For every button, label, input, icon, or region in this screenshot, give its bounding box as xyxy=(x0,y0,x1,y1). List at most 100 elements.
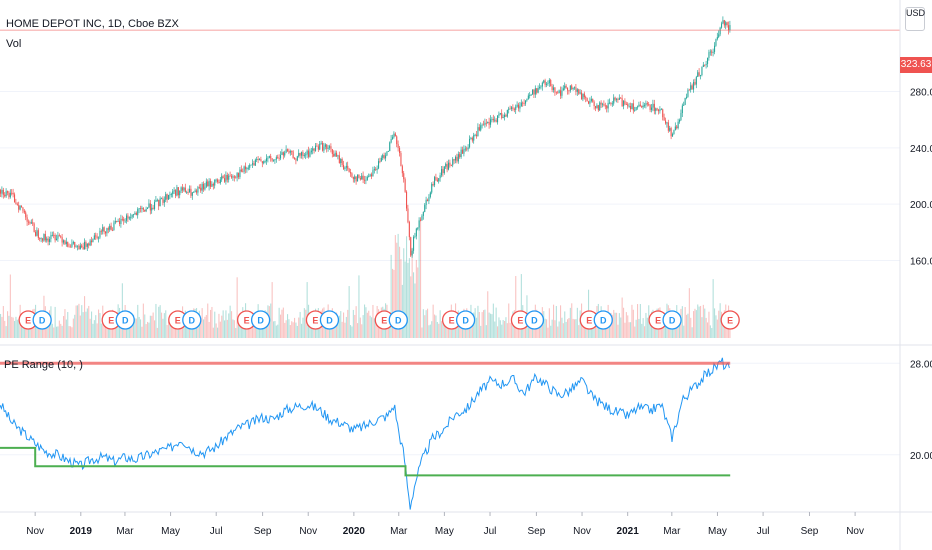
candle-body xyxy=(235,177,237,179)
candle-body xyxy=(35,232,37,236)
earnings-marker[interactable]: E xyxy=(374,310,394,330)
candle-body xyxy=(536,88,538,93)
candle-body xyxy=(225,174,227,182)
volume-bar xyxy=(228,313,230,338)
volume-bar xyxy=(515,276,517,338)
marker-label: E xyxy=(449,316,455,326)
candle-body xyxy=(695,76,697,85)
volume-bar xyxy=(344,322,346,338)
volume-bar xyxy=(68,326,70,338)
volume-bar xyxy=(697,304,699,338)
candle-body xyxy=(411,250,413,256)
volume-bar xyxy=(645,312,647,338)
volume-bar xyxy=(613,309,615,338)
candle-body xyxy=(201,183,203,191)
volume-bar xyxy=(11,316,13,338)
dividend-marker[interactable]: D xyxy=(182,310,202,330)
candle-body xyxy=(331,149,333,155)
volume-bar xyxy=(127,324,129,338)
candle-body xyxy=(568,90,570,92)
candle-body xyxy=(257,159,259,161)
volume-bar xyxy=(494,321,496,338)
candle-body xyxy=(669,128,671,131)
volume-bar xyxy=(252,325,254,338)
volume-bar xyxy=(219,321,221,338)
candle-body xyxy=(82,246,84,250)
volume-bar xyxy=(373,318,375,338)
volume-bar xyxy=(154,320,156,338)
candle-body xyxy=(156,199,158,201)
candle-body xyxy=(630,106,632,110)
volume-bar xyxy=(653,323,655,338)
candle-body xyxy=(67,241,69,247)
marker-circle xyxy=(182,310,202,330)
dividend-marker[interactable]: D xyxy=(115,310,135,330)
currency-badge[interactable]: USD xyxy=(905,7,925,31)
candle-body xyxy=(282,152,284,156)
volume-bar xyxy=(425,310,427,338)
candle-body xyxy=(588,101,590,104)
candle-body xyxy=(501,112,503,119)
candle-body xyxy=(36,230,38,236)
dividend-marker[interactable]: D xyxy=(388,310,408,330)
dividend-marker[interactable]: D xyxy=(32,310,52,330)
time-tick-label: Jul xyxy=(210,526,223,537)
candle-body xyxy=(218,181,220,184)
candle-body xyxy=(574,87,576,89)
pe-tick-label: 28.00 xyxy=(910,359,932,370)
volume-bar xyxy=(445,320,447,338)
candle-body xyxy=(415,228,417,237)
dividend-marker[interactable]: D xyxy=(662,310,682,330)
candle-body xyxy=(71,243,73,247)
candle-body xyxy=(141,207,143,209)
volume-bar xyxy=(582,318,584,338)
candle-body xyxy=(435,177,437,180)
volume-bar xyxy=(57,326,59,338)
candle-body xyxy=(121,218,123,220)
candle-body xyxy=(676,126,678,129)
candle-body xyxy=(68,246,70,248)
volume-bar xyxy=(203,319,205,338)
dividend-marker[interactable]: D xyxy=(593,310,613,330)
candle-body xyxy=(86,243,88,247)
volume-bar xyxy=(396,242,398,338)
volume-bar xyxy=(92,323,94,338)
volume-bar xyxy=(142,303,144,338)
marker-label: E xyxy=(381,316,387,326)
candle-body xyxy=(688,89,690,91)
volume-bar xyxy=(477,305,479,338)
volume-bar xyxy=(467,327,469,338)
marker-label: E xyxy=(312,316,318,326)
dividend-marker[interactable]: D xyxy=(524,310,545,330)
candle-body xyxy=(371,174,373,177)
volume-bar xyxy=(473,312,475,338)
candle-body xyxy=(491,118,493,120)
volume-bar xyxy=(235,327,237,338)
earnings-marker[interactable]: E xyxy=(720,310,740,330)
dividend-marker[interactable]: D xyxy=(455,310,476,330)
volume-bar xyxy=(623,307,625,338)
earnings-marker[interactable]: E xyxy=(648,310,668,330)
candle-body xyxy=(322,142,324,151)
candle-body xyxy=(548,80,550,84)
volume-bar xyxy=(722,325,724,338)
volume-bar xyxy=(698,306,700,338)
volume-bar xyxy=(343,312,345,338)
volume-bar xyxy=(319,323,321,338)
volume-bar xyxy=(481,312,483,338)
volume-bar xyxy=(225,310,227,338)
candle-body xyxy=(231,176,233,178)
volume-bar xyxy=(618,313,620,338)
volume-bar xyxy=(620,317,622,338)
candle-body xyxy=(112,229,114,231)
dividend-marker[interactable]: D xyxy=(250,310,271,330)
candle-body xyxy=(343,164,345,169)
volume-bar xyxy=(345,316,347,338)
candle-body xyxy=(295,159,297,161)
dividend-marker[interactable]: D xyxy=(319,310,340,330)
volume-bar xyxy=(686,314,688,338)
candle-body xyxy=(205,181,207,187)
volume-bar xyxy=(61,325,63,338)
volume-bar xyxy=(436,322,438,338)
